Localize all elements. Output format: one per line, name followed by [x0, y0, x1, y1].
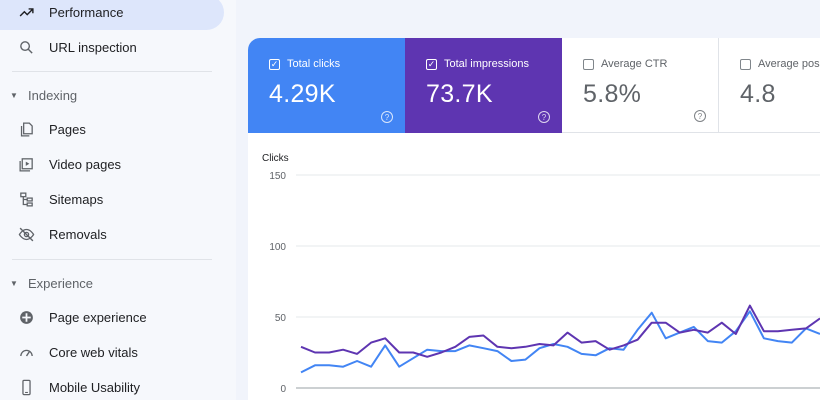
- sidebar-item-label: Page experience: [49, 310, 147, 325]
- y-tick-label: 100: [269, 242, 286, 253]
- sidebar-item-label: Mobile Usability: [49, 380, 141, 395]
- y-tick-label: 150: [269, 171, 286, 182]
- metric-label: Total clicks: [287, 58, 341, 70]
- page-experience-icon: [16, 308, 36, 328]
- metric-label: Average CTR: [601, 58, 668, 70]
- section-indexing[interactable]: ▼ Indexing: [0, 82, 224, 108]
- section-label: Indexing: [28, 87, 78, 103]
- series-line-1: [300, 304, 820, 358]
- divider: [12, 259, 212, 260]
- metric-value: 73.7K: [426, 80, 493, 108]
- sidebar-item-label: Performance: [49, 5, 124, 20]
- sidebar-item-label: Pages: [49, 122, 86, 137]
- chart-svg: Clicks 150 100 50 0: [262, 153, 820, 395]
- sitemap-icon: [16, 190, 36, 210]
- help-icon[interactable]: ?: [694, 110, 706, 122]
- sidebar-item-performance[interactable]: Performance: [0, 0, 224, 30]
- sidebar-item-label: Sitemaps: [49, 192, 104, 207]
- video-pages-icon: [16, 155, 36, 175]
- clicks-chart: Clicks 150 100 50 0: [248, 148, 820, 400]
- y-axis-label: Clicks: [262, 153, 289, 164]
- sidebar-item-label: Removals: [49, 227, 107, 242]
- metric-value: 5.8%: [583, 80, 642, 108]
- visibility-off-icon: [16, 225, 36, 245]
- sidebar-item-video-pages[interactable]: Video pages: [0, 147, 224, 182]
- divider: [12, 71, 212, 72]
- sidebar-item-mobile-usability[interactable]: Mobile Usability: [0, 370, 224, 400]
- performance-panel: ✓ Total clicks 4.29K ? ✓ Total impressio…: [248, 38, 820, 400]
- help-icon[interactable]: ?: [538, 111, 550, 123]
- sidebar-item-removals[interactable]: Removals: [0, 217, 224, 252]
- sidebar-item-page-experience[interactable]: Page experience: [0, 300, 224, 335]
- trending-up-icon: [16, 3, 36, 23]
- metric-label: Average pos: [758, 58, 820, 70]
- metric-total-impressions[interactable]: ✓ Total impressions 73.7K ?: [405, 38, 562, 133]
- y-tick-label: 50: [275, 313, 287, 324]
- sidebar: Performance URL inspection ▼ Indexing Pa…: [0, 0, 236, 400]
- gauge-icon: [16, 343, 36, 363]
- caret-down-icon: ▼: [10, 278, 18, 288]
- metric-value: 4.29K: [269, 80, 336, 108]
- caret-down-icon: ▼: [10, 90, 18, 100]
- pages-icon: [16, 120, 36, 140]
- metric-label: Total impressions: [444, 58, 529, 70]
- metric-value: 4.8: [740, 80, 776, 108]
- checkbox-unchecked-icon[interactable]: [583, 58, 594, 70]
- section-experience[interactable]: ▼ Experience: [0, 270, 224, 296]
- checkbox-checked-icon[interactable]: ✓: [269, 58, 280, 70]
- metric-total-clicks[interactable]: ✓ Total clicks 4.29K ?: [248, 38, 405, 133]
- section-label: Experience: [28, 275, 94, 291]
- metric-average-ctr[interactable]: Average CTR 5.8% ?: [562, 38, 719, 133]
- smartphone-icon: [16, 378, 36, 398]
- sidebar-item-label: Core web vitals: [49, 345, 138, 360]
- metric-average-position[interactable]: Average pos 4.8: [719, 38, 820, 133]
- help-icon[interactable]: ?: [381, 111, 393, 123]
- metric-cards: ✓ Total clicks 4.29K ? ✓ Total impressio…: [248, 38, 820, 133]
- sidebar-item-label: Video pages: [49, 157, 122, 172]
- checkbox-checked-icon[interactable]: ✓: [426, 58, 437, 70]
- sidebar-item-sitemaps[interactable]: Sitemaps: [0, 182, 224, 217]
- sidebar-item-pages[interactable]: Pages: [0, 112, 224, 147]
- y-tick-label: 0: [280, 384, 286, 395]
- sidebar-item-url-inspection[interactable]: URL inspection: [0, 30, 224, 65]
- sidebar-item-core-web-vitals[interactable]: Core web vitals: [0, 335, 224, 370]
- checkbox-unchecked-icon[interactable]: [740, 58, 751, 70]
- sidebar-item-label: URL inspection: [49, 40, 137, 55]
- search-icon: [16, 38, 36, 58]
